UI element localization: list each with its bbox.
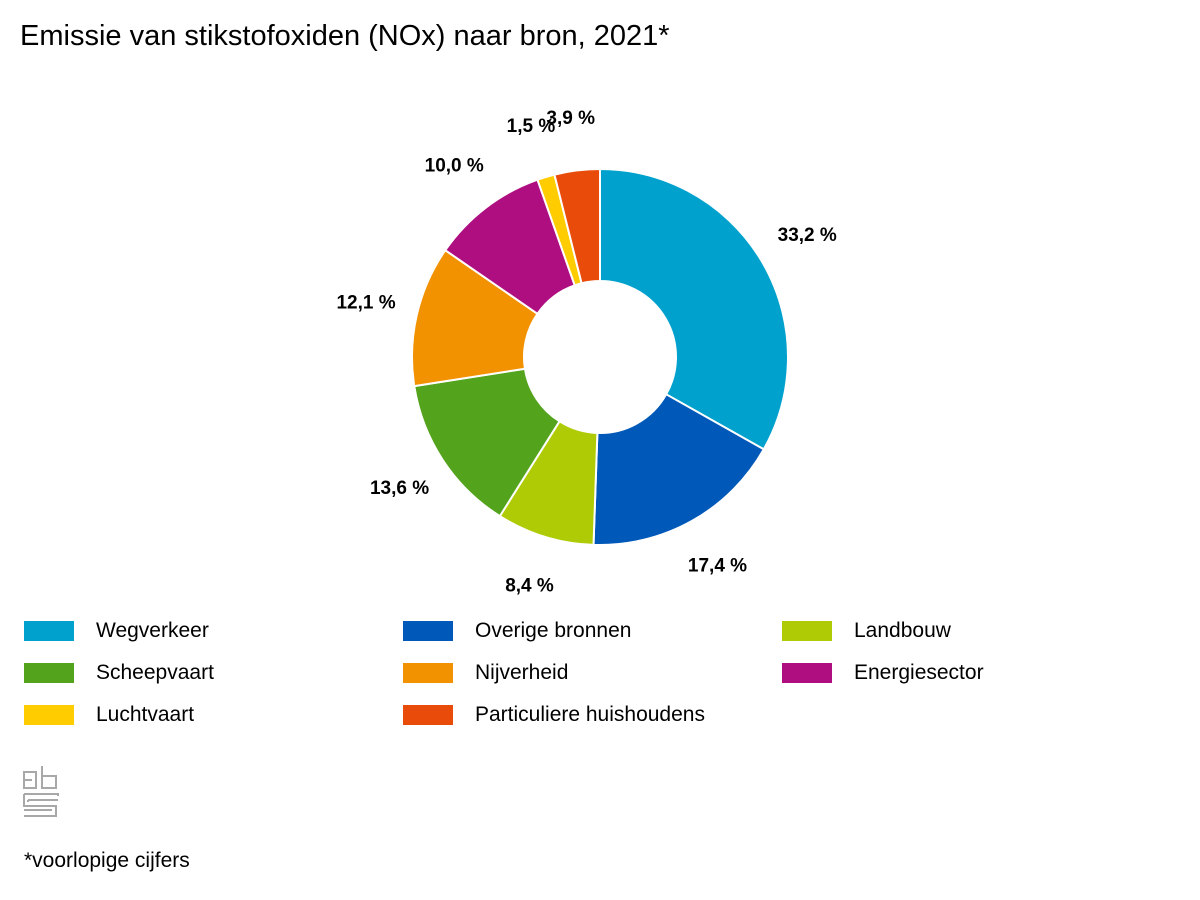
legend-swatch [403, 705, 453, 725]
legend-label: Overige bronnen [475, 619, 632, 642]
legend-label: Luchtvaart [96, 703, 195, 726]
cbs-logo-icon [22, 764, 62, 825]
data-label-particuliere-huishoudens: 3,9 % [546, 108, 595, 129]
legend-item-energiesector[interactable]: Energiesector [782, 653, 984, 693]
legend-swatch [24, 705, 74, 725]
donut-slice-wegverkeer[interactable] [599, 167, 789, 451]
legend-label: Landbouw [854, 619, 951, 642]
legend-item-nijverheid[interactable]: Nijverheid [403, 653, 568, 693]
legend-swatch [403, 621, 453, 641]
data-label-nijverheid: 12,1 % [336, 293, 395, 314]
chart-legend: Wegverkeer Overige bronnen Landbouw Scheepv… [24, 611, 1184, 741]
legend-label: Scheepvaart [96, 661, 214, 684]
legend-label: Particuliere huishoudens [475, 703, 705, 726]
chart-title: Emissie van stikstofoxiden (NOx) naar br… [20, 20, 670, 52]
data-label-scheepvaart: 13,6 % [370, 478, 429, 499]
legend-item-landbouw[interactable]: Landbouw [782, 611, 951, 651]
legend-swatch [782, 663, 832, 683]
legend-swatch [24, 621, 74, 641]
legend-swatch [403, 663, 453, 683]
legend-item-overige-bronnen[interactable]: Overige bronnen [403, 611, 631, 651]
legend-item-wegverkeer[interactable]: Wegverkeer [24, 611, 209, 651]
footnote: *voorlopige cijfers [24, 849, 190, 872]
legend-label: Energiesector [854, 661, 984, 684]
donut-slice-overige-bronnen[interactable] [592, 392, 766, 546]
data-label-energiesector: 10,0 % [425, 155, 484, 176]
legend-label: Nijverheid [475, 661, 569, 684]
legend-item-scheepvaart[interactable]: Scheepvaart [24, 653, 214, 693]
legend-item-particuliere-huishoudens[interactable]: Particuliere huishoudens [403, 695, 705, 735]
donut-chart: 33,2 % 17,4 % 8,4 % 13,6 % 12,1 % 10,0 % 1,5 %… [336, 108, 837, 597]
data-label-wegverkeer: 33,2 % [778, 225, 837, 246]
legend-swatch [782, 621, 832, 641]
donut-slice-particuliere-huishoudens[interactable] [553, 167, 601, 285]
donut-slice-nijverheid[interactable] [411, 248, 539, 388]
legend-item-luchtvaart[interactable]: Luchtvaart [24, 695, 194, 735]
donut-slice-scheepvaart[interactable] [413, 367, 561, 518]
data-label-overige-bronnen: 17,4 % [688, 555, 747, 576]
legend-label: Wegverkeer [96, 619, 209, 642]
legend-swatch [24, 663, 74, 683]
data-label-luchtvaart: 1,5 % [507, 116, 556, 137]
data-label-landbouw: 8,4 % [505, 575, 554, 596]
